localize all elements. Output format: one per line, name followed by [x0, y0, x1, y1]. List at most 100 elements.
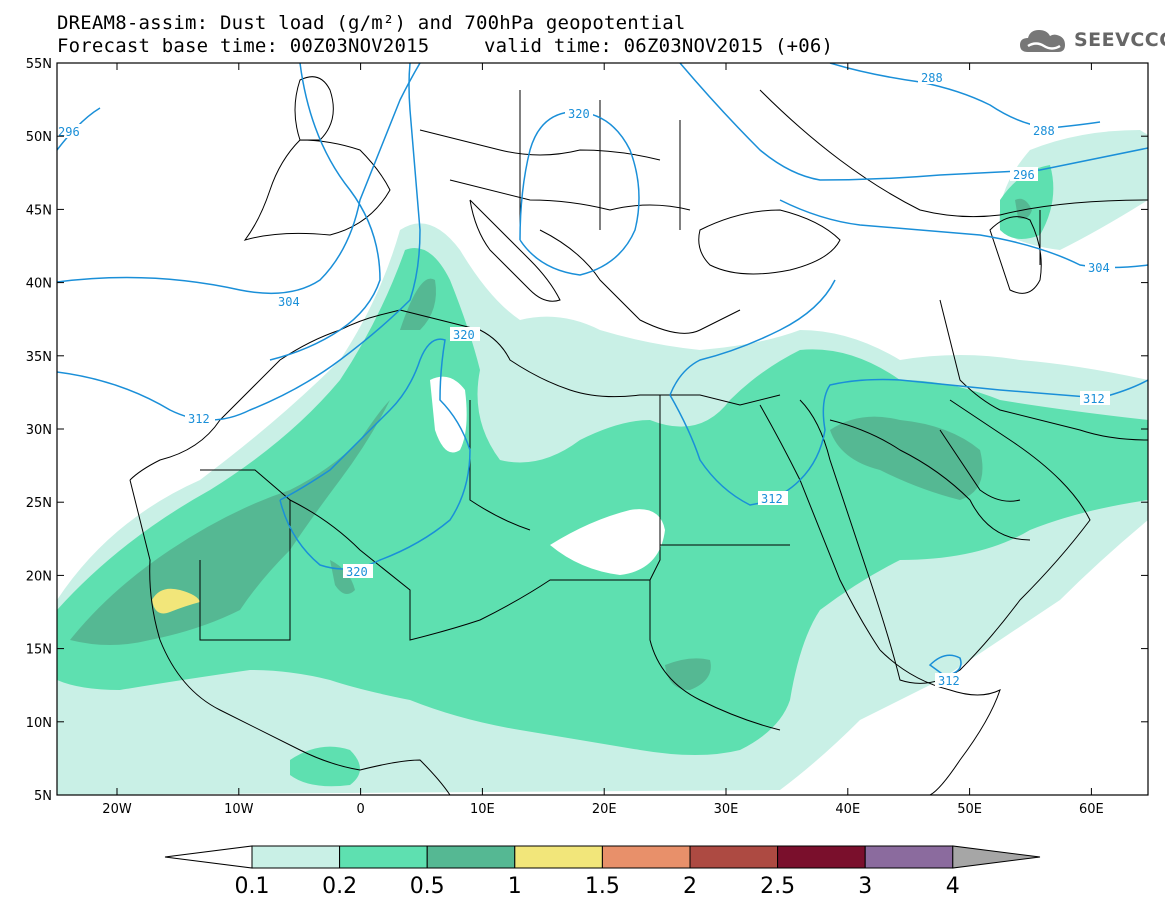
- colorbar-segment: [514, 845, 603, 869]
- map-title: DREAM8-assim: Dust load (g/m²) and 700hP…: [57, 12, 686, 34]
- colorbar-segment: [777, 845, 866, 869]
- lat-label: 40N: [26, 277, 52, 292]
- logo-text: SEEVCCC: [1074, 29, 1165, 51]
- contour-304: [57, 63, 421, 295]
- dust-peak: [152, 588, 200, 614]
- coastline-balkans: [539, 229, 741, 334]
- coastline-gulf-guinea: [129, 479, 451, 795]
- colorbar-label: 2.5: [760, 874, 795, 899]
- coastline-caspian: [989, 216, 1042, 294]
- lon-label: 10W: [224, 802, 254, 817]
- dust-fields: [57, 130, 1148, 795]
- coastline-black-sea: [698, 209, 841, 275]
- valid-time: valid time: 06Z03NOV2015 (+06): [484, 35, 834, 57]
- contour-312-east: [669, 378, 1148, 506]
- lat-label: 10N: [26, 716, 52, 731]
- contour-320-europe: [519, 111, 640, 276]
- contour-288-east: [829, 63, 1101, 129]
- coastline-med-africa: [399, 309, 781, 406]
- coastline-iberia: [243, 139, 391, 241]
- colorbar-segment: [426, 845, 516, 869]
- border-sudan: [649, 580, 781, 731]
- colorbar-label: 0.2: [322, 874, 357, 899]
- colorbar-over-arrow: [952, 845, 1041, 869]
- coastline-italy: [469, 199, 561, 302]
- colorbar-label: 3: [858, 874, 872, 899]
- colorbar-label: 4: [946, 874, 960, 899]
- lat-label: 45N: [26, 203, 52, 218]
- border-egypt-libya: [659, 395, 790, 546]
- coastline-britain: [294, 76, 334, 141]
- colorbar-label: 2: [683, 874, 697, 899]
- border-kazakh: [999, 199, 1148, 265]
- contour-320-arc: [269, 63, 381, 361]
- geopotential-contours: [57, 63, 1148, 677]
- contour-296-east: [679, 63, 1148, 181]
- contour-label: 288: [1033, 124, 1055, 138]
- coastline-persian-gulf: [939, 429, 1021, 502]
- colorbar-segment: [689, 845, 779, 869]
- contour-label: 296: [1013, 168, 1035, 182]
- dust-gaps: [430, 376, 665, 575]
- lon-label: 20E: [592, 802, 617, 817]
- lon-label: 50E: [957, 802, 982, 817]
- contour-312-west: [57, 63, 421, 421]
- lat-label: 35N: [26, 350, 52, 365]
- seevccc-logo: SEEVCCC: [1018, 25, 1165, 55]
- contour-label: 320: [453, 328, 475, 342]
- lat-label: 50N: [26, 130, 52, 145]
- contour-labels: 296 288 320 288 296 304 304 320 312 312 …: [55, 70, 1115, 688]
- colorbar-label: 1: [508, 874, 522, 899]
- colorbar-segment: [251, 845, 341, 869]
- contour-label: 312: [188, 412, 210, 426]
- colorbar-segment: [339, 845, 428, 869]
- contour-label: 304: [1088, 261, 1110, 275]
- coastline-red-sea: [759, 404, 881, 651]
- lon-label: 0: [356, 802, 364, 817]
- lon-label: 30E: [714, 802, 739, 817]
- border-europe-2: [449, 179, 691, 211]
- colorbar-label: 1.5: [585, 874, 620, 899]
- lon-ticks: 20W 10W 0 10E 20E 30E 40E 50E 60E: [102, 63, 1104, 817]
- base-time: Forecast base time: 00Z03NOV2015: [57, 35, 430, 57]
- colorbar-segment: [601, 845, 691, 869]
- border-iran: [939, 299, 1148, 441]
- lat-label: 20N: [26, 569, 52, 584]
- contour-label: 296: [58, 125, 80, 139]
- contour-label: 288: [921, 71, 943, 85]
- coastline-arabia: [799, 399, 1091, 684]
- lat-label: 5N: [34, 789, 52, 804]
- lat-label: 25N: [26, 496, 52, 511]
- colorbar-under-arrow: [164, 845, 253, 869]
- border-mali-niger: [289, 499, 661, 641]
- colorbar-segment: [864, 845, 954, 869]
- border-europe-1: [419, 129, 661, 161]
- contour-label: 304: [278, 295, 300, 309]
- lat-label: 30N: [26, 423, 52, 438]
- lon-label: 20W: [102, 802, 132, 817]
- lon-label: 40E: [835, 802, 860, 817]
- lon-label: 10E: [470, 802, 495, 817]
- border-algeria-libya: [469, 400, 531, 531]
- border-russia: [759, 89, 1001, 218]
- map-subtitle: Forecast base time: 00Z03NOV2015 valid ti…: [57, 35, 833, 57]
- coastline-horn: [879, 649, 1001, 795]
- lat-label: 15N: [26, 643, 52, 658]
- lat-ticks: 55N 50N 45N 40N 35N 30N 25N 20N 15N 10N 5N: [26, 57, 1148, 804]
- colorbar: 0.1 0.2 0.5 1 1.5 2 2.5 3 4: [164, 845, 1041, 899]
- contour-label: 312: [938, 674, 960, 688]
- contour-label: 312: [1083, 392, 1105, 406]
- cloud-icon: [1020, 30, 1065, 52]
- lon-label: 60E: [1079, 802, 1104, 817]
- border-saudi: [829, 419, 1031, 541]
- lat-label: 55N: [26, 57, 52, 72]
- border-mauritania: [199, 469, 291, 641]
- border-europe-3: [519, 90, 681, 230]
- contour-312-arc: [669, 279, 836, 396]
- colorbar-label: 0.5: [410, 874, 445, 899]
- contour-label: 312: [761, 492, 783, 506]
- contour-label: 320: [346, 565, 368, 579]
- colorbar-label: 0.1: [235, 874, 270, 899]
- contour-label: 320: [568, 107, 590, 121]
